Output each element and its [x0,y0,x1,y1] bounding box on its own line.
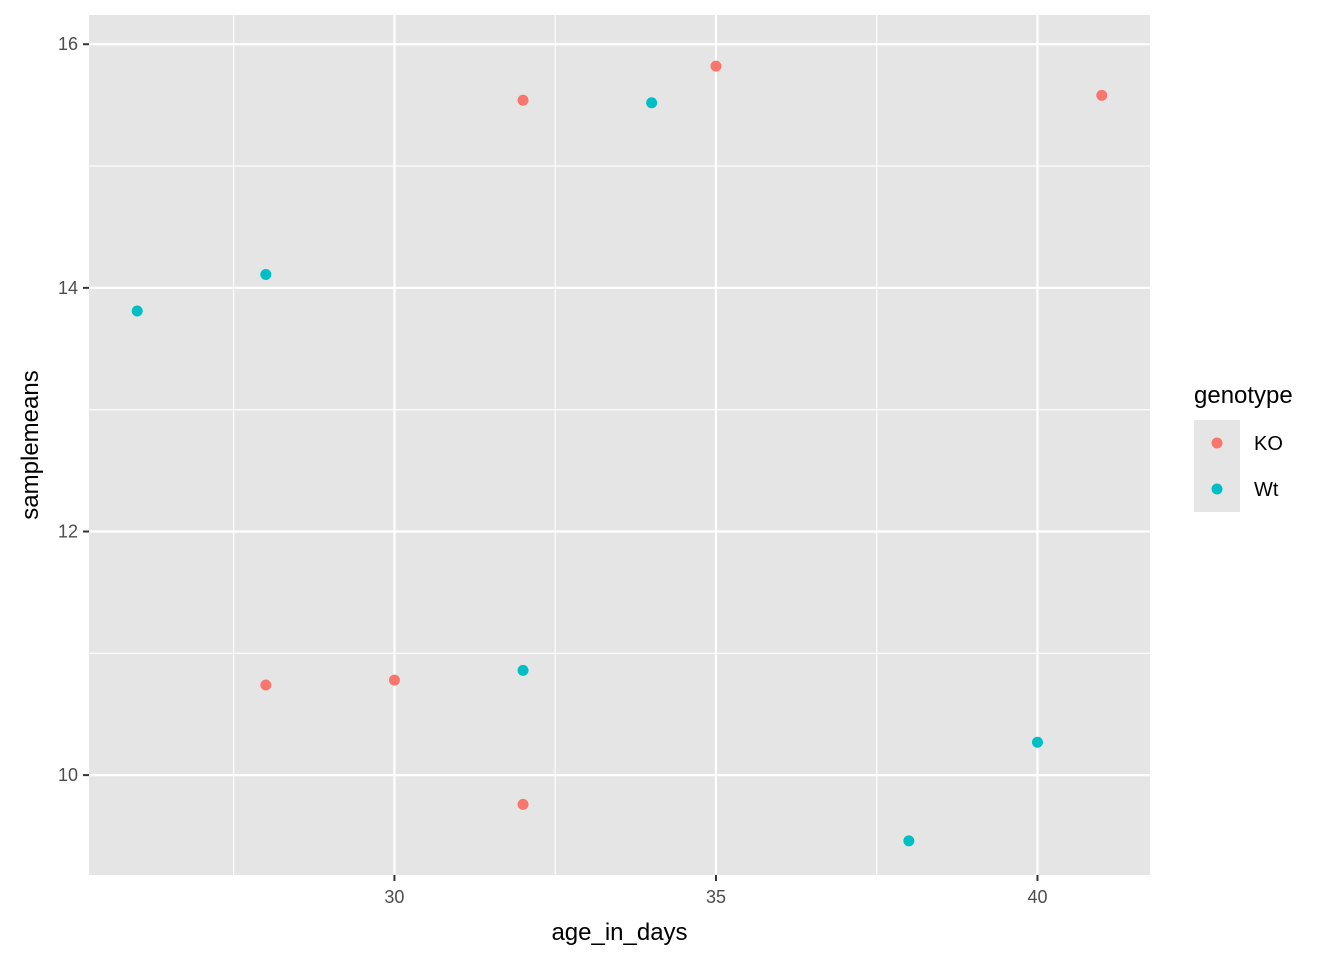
data-point-wt [260,268,272,280]
y-tick-label: 14 [58,278,78,298]
major-gridlines [89,15,1150,875]
legend-title: genotype [1194,382,1293,409]
data-point-ko [1096,89,1108,101]
data-point-wt [646,97,658,109]
data-point-wt [131,305,143,317]
axes: 30 35 40 10 12 14 16 [58,34,1048,907]
minor-gridlines [89,15,1150,875]
data-point-wt [903,835,915,847]
data-point-ko [388,674,400,686]
x-tick-label: 30 [384,887,404,907]
data-points [131,60,1108,847]
legend-marker-ko [1211,437,1223,449]
x-tick-label: 35 [706,887,726,907]
x-axis-title: age_in_days [551,919,687,946]
x-tick-label: 40 [1027,887,1047,907]
data-point-ko [260,679,272,691]
data-point-wt [517,664,529,676]
legend-label-ko: KO [1254,433,1283,455]
data-point-ko [517,94,529,106]
data-point-ko [517,798,529,810]
y-axis-title: samplemeans [17,370,44,519]
legend-label-wt: Wt [1254,479,1279,501]
plot-panel [89,15,1150,875]
y-tick-label: 16 [58,34,78,54]
data-point-wt [1031,736,1043,748]
legend: genotype KO Wt [1194,382,1293,512]
legend-marker-wt [1211,483,1223,495]
data-point-ko [710,60,722,72]
y-tick-label: 10 [58,765,78,785]
y-tick-label: 12 [58,521,78,541]
